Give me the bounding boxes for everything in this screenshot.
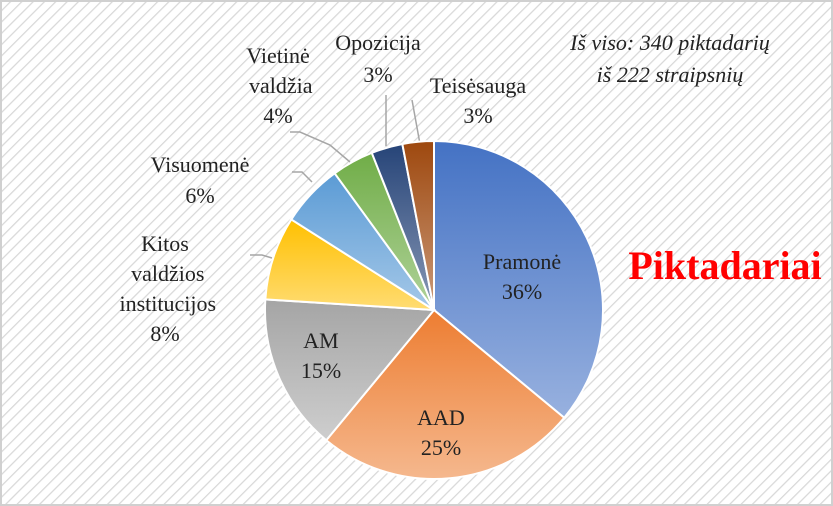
pie-slice [433,139,605,420]
value-label: 15% [301,358,341,383]
pie-slice [401,139,435,311]
value-label: 4% [263,103,292,128]
slice-label: Vietinė valdžia [243,43,312,98]
slice-label: Pramonė [483,249,561,274]
annotation: Iš viso: 340 piktadarių [569,30,770,55]
leader-lines [250,95,421,259]
slice-label: AAD [417,405,465,430]
value-label: 3% [463,103,492,128]
value-label: 36% [502,279,542,304]
slice-label: Teisėsauga [430,73,526,98]
value-label: 6% [185,183,214,208]
chart-title: Piktadariai [628,243,821,288]
value-label: 25% [421,435,461,460]
pie-slice [263,298,437,442]
pie-slice [324,308,566,481]
value-label: 3% [363,62,392,87]
slice-label: Visuomenė [151,152,250,177]
value-label: 8% [150,321,179,346]
slice-label: Opozicija [335,30,421,55]
slice-label: AM [303,328,338,353]
slice-label: Kitos valdžios institucijos [114,231,216,316]
annotation: iš 222 straipsnių [597,62,744,87]
